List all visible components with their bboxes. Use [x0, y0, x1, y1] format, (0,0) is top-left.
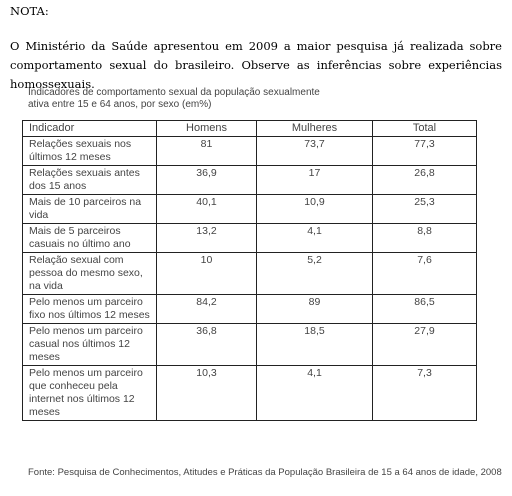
table-source: Fonte: Pesquisa de Conhecimentos, Atitud… [28, 467, 502, 478]
cell-homens: 84,2 [156, 294, 257, 324]
table-row: Mais de 5 parceiros casuais no último an… [22, 223, 477, 253]
row-label: Pelo menos um parceiro que conheceu pela… [22, 365, 157, 421]
cell-mulheres: 4,1 [256, 365, 373, 421]
cell-total: 86,5 [372, 294, 477, 324]
row-label: Pelo menos um parceiro casual nos último… [22, 323, 157, 366]
table-row: Relação sexual com pessoa do mesmo sexo,… [22, 252, 477, 295]
cell-homens: 81 [156, 136, 257, 166]
table-row: Relações sexuais nos últimos 12 meses 81… [22, 136, 477, 166]
cell-mulheres: 89 [256, 294, 373, 324]
indicators-table: Indicador Homens Mulheres Total Relações… [22, 120, 477, 421]
table-row: Pelo menos um parceiro fixo nos últimos … [22, 294, 477, 324]
header-mulheres: Mulheres [256, 120, 373, 137]
cell-total: 26,8 [372, 165, 477, 195]
cell-mulheres: 5,2 [256, 252, 373, 295]
table-row: Pelo menos um parceiro casual nos último… [22, 323, 477, 366]
cell-total: 27,9 [372, 323, 477, 366]
cell-homens: 40,1 [156, 194, 257, 224]
cell-mulheres: 18,5 [256, 323, 373, 366]
cell-mulheres: 73,7 [256, 136, 373, 166]
cell-homens: 13,2 [156, 223, 257, 253]
row-label: Mais de 5 parceiros casuais no último an… [22, 223, 157, 253]
cell-mulheres: 17 [256, 165, 373, 195]
row-label: Pelo menos um parceiro fixo nos últimos … [22, 294, 157, 324]
row-label: Relação sexual com pessoa do mesmo sexo,… [22, 252, 157, 295]
row-label: Relações sexuais antes dos 15 anos [22, 165, 157, 195]
cell-homens: 10 [156, 252, 257, 295]
table-caption: Indicadores de comportamento sexual da p… [28, 87, 320, 110]
note-text: O Ministério da Saúde apresentou em 2009… [10, 39, 502, 91]
table-header-row: Indicador Homens Mulheres Total [22, 120, 477, 137]
header-indicador: Indicador [22, 120, 157, 137]
table-row: Relações sexuais antes dos 15 anos 36,9 … [22, 165, 477, 195]
table-row: Mais de 10 parceiros na vida 40,1 10,9 2… [22, 194, 477, 224]
header-homens: Homens [156, 120, 257, 137]
cell-total: 7,3 [372, 365, 477, 421]
cell-homens: 36,9 [156, 165, 257, 195]
cell-total: 8,8 [372, 223, 477, 253]
cell-homens: 36,8 [156, 323, 257, 366]
cell-total: 25,3 [372, 194, 477, 224]
row-label: Mais de 10 parceiros na vida [22, 194, 157, 224]
cell-mulheres: 10,9 [256, 194, 373, 224]
note-title: NOTA: [10, 4, 49, 18]
row-label: Relações sexuais nos últimos 12 meses [22, 136, 157, 166]
cell-homens: 10,3 [156, 365, 257, 421]
header-total: Total [372, 120, 477, 137]
cell-total: 7,6 [372, 252, 477, 295]
cell-mulheres: 4,1 [256, 223, 373, 253]
table-row: Pelo menos um parceiro que conheceu pela… [22, 365, 477, 421]
cell-total: 77,3 [372, 136, 477, 166]
